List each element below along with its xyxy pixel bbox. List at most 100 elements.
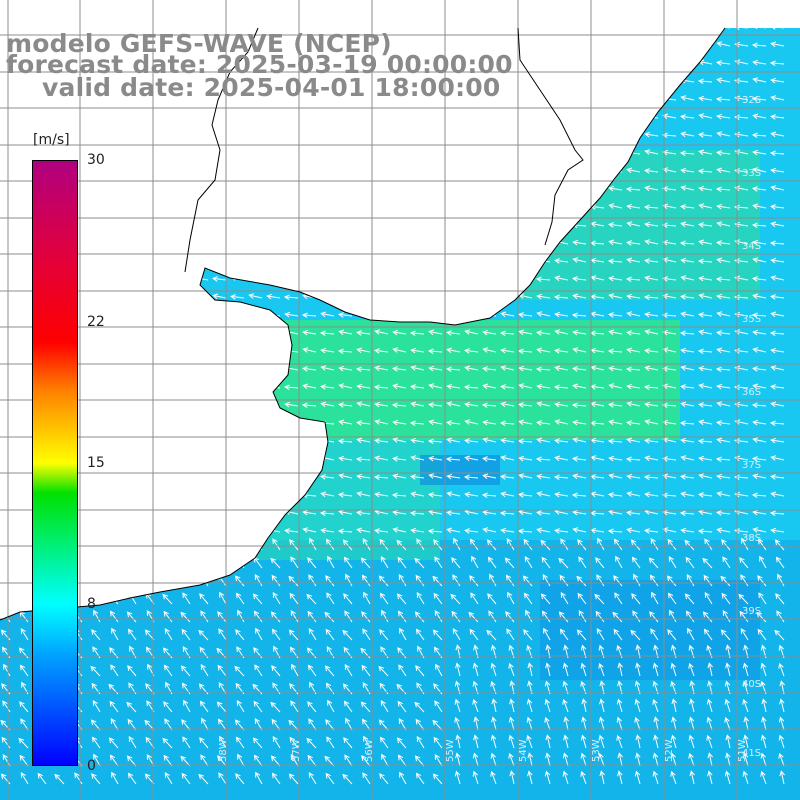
wind-arrow (326, 736, 335, 749)
wind-arrow (572, 276, 587, 282)
wind-arrow (724, 716, 731, 731)
wind-arrow (338, 419, 353, 426)
wind-arrow (415, 665, 425, 677)
wind-arrow (751, 492, 767, 499)
wind-arrow (698, 473, 713, 479)
wind-arrow (571, 402, 587, 409)
wind-arrow (572, 383, 587, 390)
wind-arrow (373, 384, 389, 391)
wind-arrow (235, 736, 245, 749)
wind-arrow (428, 419, 443, 426)
wind-arrow (769, 240, 785, 247)
wind-arrow (518, 419, 533, 426)
wind-arrow (680, 167, 695, 174)
wind-arrow (643, 384, 659, 391)
wind-arrow (716, 60, 731, 66)
wind-arrow (482, 473, 497, 480)
wind-arrow (446, 437, 461, 444)
wind-arrow (626, 491, 641, 497)
wind-arrow (778, 662, 785, 677)
wind-arrow (779, 770, 785, 785)
wind-arrow (752, 329, 767, 336)
wind-arrow (752, 149, 767, 156)
wind-arrow (482, 527, 497, 533)
wind-arrow (716, 240, 731, 246)
wind-arrow (325, 628, 335, 641)
wind-arrow (374, 528, 389, 534)
wind-arrow (500, 365, 515, 371)
wind-arrow (662, 167, 677, 173)
wind-arrow (0, 773, 11, 785)
wind-arrow (415, 628, 425, 641)
wind-arrow (662, 473, 677, 480)
latitude-label: 35S (742, 314, 761, 325)
wind-arrow (90, 719, 101, 731)
wind-arrow (562, 698, 569, 713)
wind-arrow (452, 628, 461, 641)
latitude-labels: 32S 33S 34S 35S 36S 37S 38S 39S 40S 41S (742, 95, 761, 759)
wind-arrow (252, 593, 263, 605)
wind-arrow (399, 771, 407, 785)
wind-arrow (535, 366, 551, 373)
wind-arrow (289, 539, 299, 551)
wind-arrow (770, 131, 785, 138)
wind-arrow (325, 538, 335, 551)
wind-arrow (397, 754, 407, 767)
wind-arrow (490, 662, 497, 677)
wind-arrow (697, 78, 713, 85)
wind-arrow (218, 628, 227, 641)
latitude-label: 38S (742, 533, 761, 544)
wind-arrow (482, 456, 497, 462)
wind-arrow (595, 557, 605, 569)
coastline (0, 27, 726, 621)
wind-arrow (688, 752, 695, 767)
wind-arrow (721, 539, 731, 551)
wind-arrow (554, 348, 569, 354)
wind-arrow (398, 664, 407, 677)
wind-arrow (613, 575, 623, 587)
wind-arrow (392, 527, 407, 533)
wind-arrow (626, 401, 641, 407)
wind-arrow (770, 491, 785, 498)
wind-arrow (337, 528, 353, 535)
wind-arrow (379, 592, 389, 605)
wind-arrow (770, 294, 785, 300)
wind-arrow (325, 575, 335, 587)
wind-arrow (580, 734, 587, 749)
wind-arrow (652, 770, 659, 785)
colorbar-unit: [m/s] (33, 132, 70, 148)
wind-arrow (617, 770, 623, 785)
wind-arrow (416, 538, 425, 551)
wind-arrow (724, 770, 731, 785)
wind-arrow (758, 592, 767, 605)
wind-arrow (752, 383, 767, 390)
latitude-label: 36S (742, 387, 761, 398)
colorbar-tick-label: 8 (87, 596, 96, 613)
wind-arrow (597, 537, 605, 551)
country-border (517, 27, 584, 246)
wind-arrow (381, 609, 389, 623)
wind-arrow (716, 150, 731, 156)
wind-arrow (526, 734, 533, 749)
wind-arrow (508, 734, 515, 749)
wind-arrow (374, 491, 389, 498)
wind-arrow (544, 698, 551, 713)
wind-arrow (518, 492, 533, 498)
wind-arrow (542, 574, 551, 587)
wind-arrow (253, 754, 263, 767)
wind-arrow (769, 420, 785, 427)
wind-arrow (689, 698, 695, 713)
wind-arrow (446, 383, 461, 390)
wind-arrow (608, 383, 623, 389)
wind-arrow (770, 365, 785, 371)
wind-arrow (630, 539, 641, 551)
wind-arrow (607, 258, 623, 265)
wind-arrow (562, 770, 569, 785)
wind-arrow (290, 556, 299, 569)
wind-arrow (396, 737, 407, 749)
wind-arrow (769, 150, 785, 157)
wind-arrow (518, 473, 533, 479)
wind-arrow (487, 556, 497, 569)
wind-arrow (554, 419, 569, 425)
wind-arrow (680, 401, 695, 408)
